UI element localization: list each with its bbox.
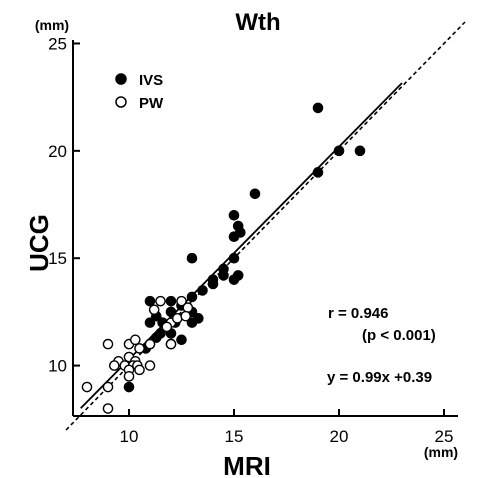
p-value: (p < 0.001): [362, 327, 436, 344]
ivs-point: [144, 295, 156, 307]
axes: 10 15 20 25 10 15 20 25: [48, 34, 458, 446]
ivs-point: [228, 209, 240, 221]
pw-point: [102, 403, 114, 414]
ivs-point: [354, 145, 366, 157]
pw-point: [182, 302, 194, 313]
ivs-point: [197, 285, 208, 296]
legend-label-pw: PW: [139, 95, 164, 112]
ivs-point: [176, 334, 187, 346]
x-axis-label: MRI: [223, 451, 271, 478]
ivs-point: [312, 167, 324, 178]
x-tick-label: 15: [225, 427, 244, 446]
x-tick-label: 10: [120, 427, 139, 446]
ivs-point: [333, 145, 345, 157]
legend-label-ivs: IVS: [139, 72, 163, 89]
pw-point: [165, 338, 177, 350]
reference-lines: [65, 21, 466, 431]
ivs-point: [165, 295, 177, 307]
ivs-point: [150, 332, 162, 343]
ivs-point: [249, 188, 261, 200]
legend: IVS PW: [115, 72, 164, 112]
ivs-point: [228, 252, 240, 264]
data-points: [81, 102, 366, 414]
pw-point: [102, 381, 114, 393]
pw-point: [109, 360, 120, 371]
x-tick-label: 20: [330, 427, 349, 446]
pw-point: [102, 338, 114, 350]
pw-point: [134, 364, 145, 376]
ivs-point: [232, 270, 244, 281]
legend-marker-pw: [115, 96, 127, 108]
pw-point: [81, 381, 93, 393]
regression-equation: y = 0.99x +0.39: [327, 369, 432, 386]
y-axis-label: UCG: [24, 214, 54, 272]
pw-point: [144, 338, 156, 350]
ivs-point: [186, 317, 198, 328]
ivs-point: [165, 306, 177, 318]
y-unit-label: (mm): [35, 17, 69, 33]
y-tick-label: 20: [48, 142, 67, 161]
ivs-point: [218, 270, 229, 281]
ivs-point: [186, 252, 198, 264]
y-tick-label: 25: [48, 34, 67, 53]
ivs-point: [144, 317, 156, 328]
chart-title: Wth: [235, 9, 280, 36]
pw-point: [148, 304, 160, 316]
regression-line: [80, 82, 403, 409]
pw-point: [129, 334, 141, 346]
correlation-coefficient: r = 0.946: [328, 305, 388, 322]
ivs-point: [186, 291, 198, 303]
pw-point: [161, 321, 173, 333]
pw-point: [176, 295, 187, 307]
pw-point: [180, 310, 191, 322]
ivs-point: [234, 227, 246, 238]
y-tick-label: 15: [48, 249, 67, 268]
pw-point: [155, 295, 166, 307]
pw-point: [144, 360, 156, 371]
ivs-point: [123, 381, 135, 393]
pw-point: [134, 343, 145, 354]
x-tick-label: 25: [435, 427, 454, 446]
ivs-point: [312, 102, 324, 114]
ivs-point: [207, 278, 219, 290]
x-unit-label: (mm): [424, 444, 458, 460]
pw-point: [123, 371, 135, 382]
legend-marker-ivs: [115, 73, 127, 85]
y-tick-label: 10: [48, 357, 67, 376]
